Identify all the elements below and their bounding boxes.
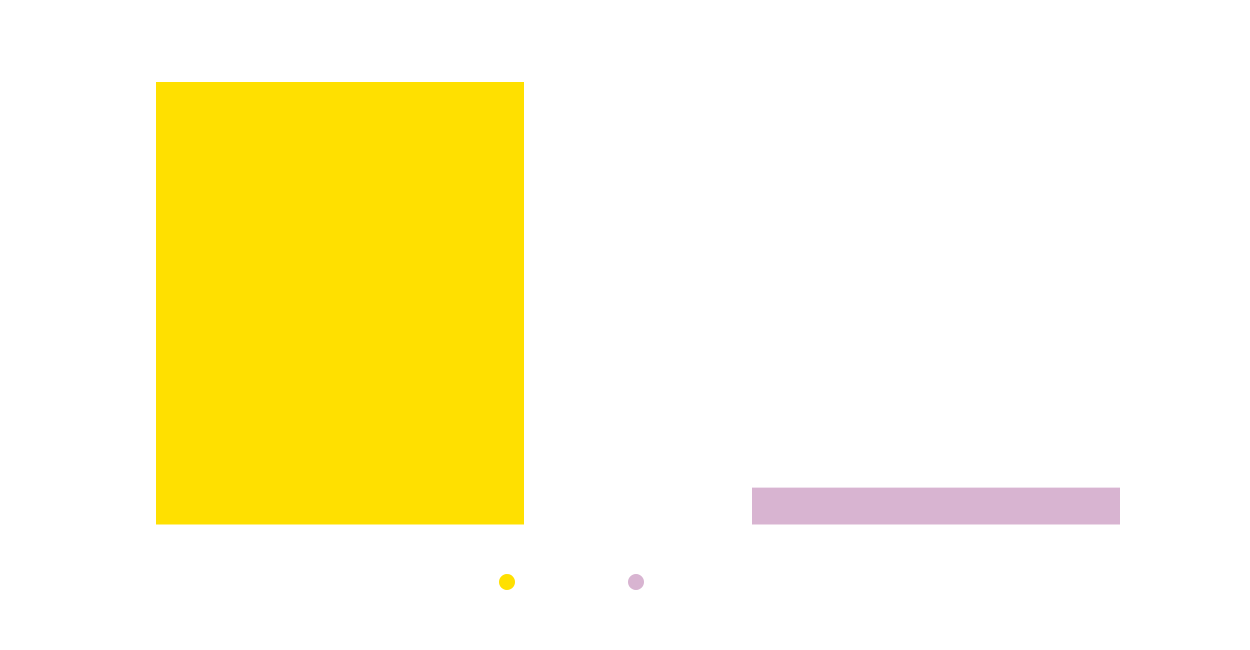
legend-marker-2[interactable] bbox=[628, 574, 644, 590]
bars-layer bbox=[156, 82, 1120, 525]
legend bbox=[499, 574, 644, 590]
bar-2 bbox=[752, 487, 1120, 525]
legend-marker-1[interactable] bbox=[499, 574, 515, 590]
bar-1 bbox=[156, 82, 524, 525]
